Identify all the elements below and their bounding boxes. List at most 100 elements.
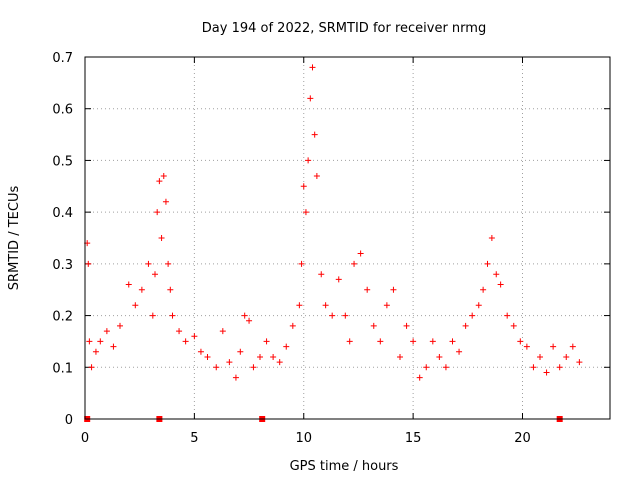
data-point [149, 312, 156, 319]
data-point [543, 369, 550, 376]
data-point [436, 353, 443, 360]
data-point [132, 302, 139, 309]
data-point [329, 312, 336, 319]
grid [85, 57, 610, 419]
data-point [335, 276, 342, 283]
x-tick-label: 20 [514, 431, 531, 446]
data-point [449, 338, 456, 345]
data-point [110, 343, 117, 350]
data-point [158, 235, 165, 241]
y-tick-label: 0 [65, 413, 73, 428]
data-point [125, 281, 132, 288]
data-point [300, 183, 307, 190]
data-point [296, 302, 303, 309]
data-point [154, 209, 161, 216]
data-point [97, 338, 104, 345]
data-point [390, 286, 397, 293]
data-point [156, 178, 163, 185]
data-point [357, 250, 364, 257]
data-point [377, 338, 384, 345]
y-tick-label: 0.2 [52, 310, 73, 325]
data-point [191, 333, 198, 340]
data-point [204, 353, 211, 360]
data-point [250, 364, 257, 371]
data-point [403, 322, 410, 329]
data-point [469, 312, 476, 319]
data-point [138, 286, 145, 293]
data-point [364, 286, 371, 293]
data-point [197, 348, 204, 355]
data-point [563, 353, 570, 360]
data-point [346, 338, 353, 345]
data-point [167, 286, 174, 293]
data-point [103, 328, 110, 335]
data-point [241, 312, 248, 319]
data-point [556, 364, 563, 371]
data-point [276, 359, 283, 366]
data-point [246, 317, 253, 324]
data-point [342, 312, 349, 319]
data-point [569, 343, 576, 350]
data-point [370, 322, 377, 329]
data-point [510, 322, 517, 329]
axis-ticks: 0 0.1 0.2 0.3 0.4 0.5 0.6 0.7 0 5 10 15 20 [52, 51, 610, 446]
data-point [305, 157, 312, 164]
data-point [162, 198, 169, 205]
data-point [576, 359, 583, 366]
y-tick-label: 0.5 [52, 154, 73, 169]
data-point [416, 374, 423, 381]
data-point [182, 338, 189, 345]
x-tick-label: 15 [405, 431, 422, 446]
y-tick-label: 0.7 [52, 51, 73, 66]
data-point [537, 353, 543, 360]
data-point [283, 343, 290, 350]
data-point [480, 286, 487, 293]
data-point [309, 64, 316, 71]
y-tick-label: 0.4 [52, 206, 73, 221]
data-point [318, 271, 325, 278]
data-point [383, 302, 390, 309]
data-point [429, 338, 436, 345]
y-axis-label: SRMTID / TECUs [7, 186, 22, 291]
data-point [289, 322, 296, 329]
data-point [423, 364, 430, 371]
x-tick-label: 10 [295, 431, 312, 446]
data-point [322, 302, 329, 309]
data-point [504, 312, 511, 319]
chart-title: Day 194 of 2022, SRMTID for receiver nrm… [202, 21, 486, 36]
data-point [313, 172, 320, 179]
x-axis-label: GPS time / hours [290, 459, 399, 474]
y-tick-label: 0.6 [52, 103, 73, 118]
data-point [298, 260, 305, 267]
data-point [397, 353, 403, 360]
data-point [85, 260, 92, 267]
data-point [550, 343, 557, 350]
data-point [530, 364, 537, 371]
plot-frame [84, 56, 611, 420]
data-point [160, 172, 167, 179]
data-point [456, 348, 463, 355]
data-point [117, 322, 123, 329]
data-point [270, 353, 277, 360]
x-tick-label: 0 [81, 431, 89, 446]
data-point [307, 95, 314, 102]
data-point [475, 302, 482, 309]
data-point [257, 353, 263, 360]
data-point [311, 131, 318, 138]
y-tick-label: 0.3 [52, 258, 73, 273]
data-point [232, 374, 239, 381]
data-point [226, 359, 233, 366]
data-point [410, 338, 417, 345]
data-point [493, 271, 500, 278]
data-point [213, 364, 220, 371]
data-point [497, 281, 504, 288]
x-tick-label: 5 [190, 431, 198, 446]
data-point [88, 364, 95, 371]
data-point [145, 260, 152, 267]
data-point [263, 338, 270, 345]
data-point [92, 348, 99, 355]
data-point [176, 328, 183, 335]
data-point [484, 260, 491, 267]
data-series [84, 64, 583, 422]
